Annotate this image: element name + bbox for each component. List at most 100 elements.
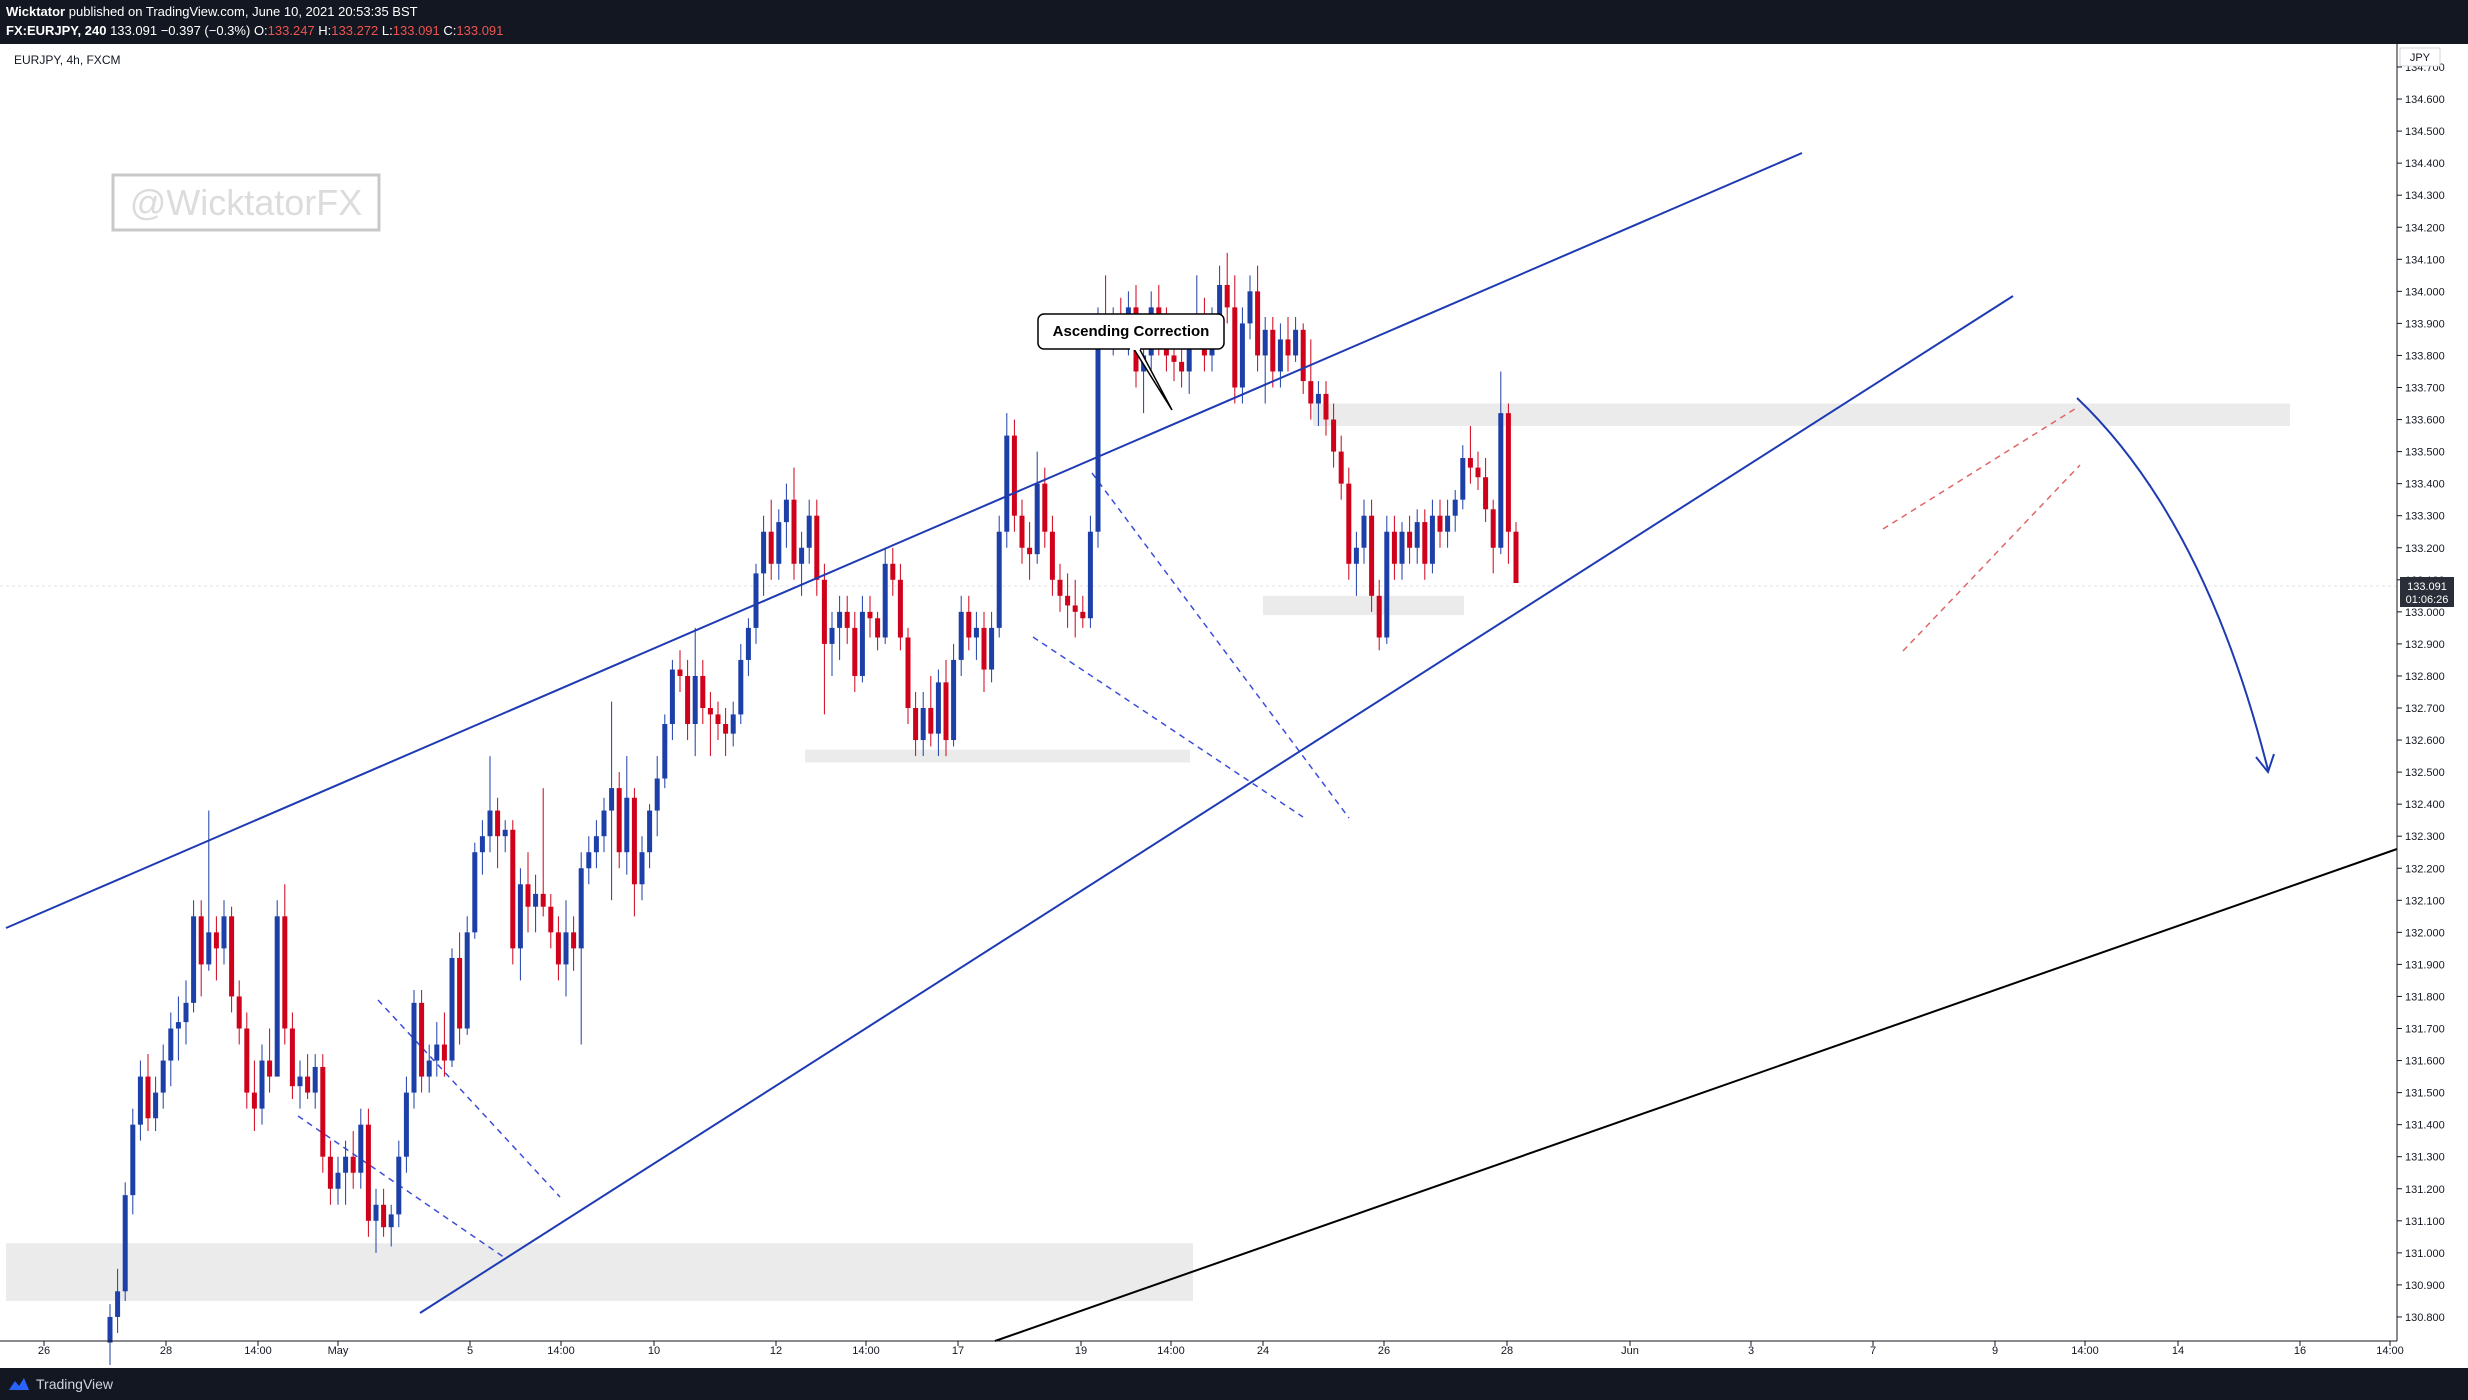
candle-body: [1338, 451, 1344, 484]
candle-body: [373, 1204, 379, 1221]
candle-body: [175, 1022, 181, 1029]
candle-body: [555, 932, 561, 965]
countdown-label: 01:06:26: [2406, 594, 2449, 606]
candle-body: [312, 1066, 318, 1093]
author-name[interactable]: Wicktator: [6, 4, 66, 19]
y-tick-label: 130.800: [2405, 1312, 2445, 1324]
candle-body: [867, 611, 873, 619]
candle-body: [647, 810, 653, 853]
candle-body: [1034, 483, 1040, 555]
candle-body: [1483, 477, 1489, 510]
candle-body: [1270, 329, 1276, 372]
candle-body: [761, 531, 767, 574]
candle-body: [563, 932, 569, 965]
candle-body: [495, 810, 501, 837]
candle-body: [1095, 323, 1101, 532]
y-tick-label: 133.200: [2405, 543, 2445, 555]
candle-body: [776, 522, 782, 564]
candle-body: [411, 1002, 417, 1093]
candle-body: [1376, 595, 1382, 638]
candle-body: [297, 1076, 303, 1087]
candle-body: [381, 1204, 387, 1228]
x-tick-label: 28: [160, 1345, 172, 1357]
y-tick-label: 130.900: [2405, 1280, 2445, 1292]
y-tick-label: 133.600: [2405, 415, 2445, 427]
candle-body: [1437, 515, 1443, 532]
y-tick-label: 131.400: [2405, 1120, 2445, 1132]
candle-body: [662, 724, 668, 779]
x-tick-label: May: [328, 1345, 349, 1357]
candle-body: [1414, 522, 1420, 548]
candle-body: [464, 932, 470, 1029]
candle-body: [951, 659, 957, 741]
candle-body: [586, 852, 592, 869]
candle-body: [1065, 595, 1071, 606]
candle-body: [973, 627, 979, 638]
x-tick-label: Jun: [1621, 1345, 1639, 1357]
candle-body: [510, 829, 516, 949]
candle-body: [799, 547, 805, 564]
tradingview-logo[interactable]: TradingView: [8, 1376, 113, 1392]
candle-body: [601, 810, 607, 837]
candle-body: [213, 932, 219, 949]
candle-body: [723, 724, 729, 734]
candle-body: [1004, 435, 1010, 532]
candle-body: [282, 916, 288, 1029]
candle-body: [403, 1092, 409, 1157]
candle-body: [700, 675, 706, 708]
candle-body: [1232, 307, 1238, 388]
candle-body: [388, 1214, 394, 1228]
candle-body: [198, 916, 204, 965]
price-zone: [805, 749, 1190, 763]
candle-body: [890, 563, 896, 580]
candle-body: [966, 611, 972, 638]
currency-label: JPY: [2410, 52, 2431, 64]
low-value: 133.091: [392, 23, 440, 38]
candle-body: [479, 836, 485, 853]
candle-body: [343, 1156, 349, 1173]
long-term-support-line: [994, 848, 2398, 1342]
y-tick-label: 133.900: [2405, 318, 2445, 330]
published-text: published on TradingView.com, June 10, 2…: [68, 4, 418, 19]
candle-body: [1490, 509, 1496, 548]
close-label: C:: [443, 23, 457, 38]
candle-body: [1315, 393, 1321, 404]
candle-body: [707, 708, 713, 715]
candle-body: [540, 893, 546, 907]
y-tick-label: 132.000: [2405, 927, 2445, 939]
y-tick-label: 131.900: [2405, 959, 2445, 971]
candle-body: [1247, 291, 1253, 324]
candle-body: [935, 682, 941, 734]
y-tick-label: 132.500: [2405, 767, 2445, 779]
candle-body: [1011, 435, 1017, 516]
candle-body: [145, 1076, 151, 1119]
candle-body: [160, 1060, 166, 1093]
candle-body: [1255, 291, 1261, 356]
candle-body: [267, 1060, 273, 1077]
price-zones: [6, 403, 2290, 1301]
tradingview-logo-icon: [9, 1378, 29, 1390]
y-tick-label: 131.800: [2405, 991, 2445, 1003]
candle-body: [654, 778, 660, 811]
candle-body: [1080, 611, 1086, 619]
last-value: 133.091: [110, 23, 158, 38]
candle-body: [1369, 515, 1375, 596]
upper-channel-line: [5, 152, 1803, 929]
y-tick-label: 133.500: [2405, 447, 2445, 459]
bear-flag-line: [1902, 464, 2081, 652]
ohlc-line: FX:EURJPY, 240 133.091 −0.397 (−0.3%) O:…: [6, 23, 503, 38]
x-tick-label: 14:00: [547, 1345, 575, 1357]
candle-body: [350, 1156, 356, 1173]
y-tick-label: 133.800: [2405, 350, 2445, 362]
candle-body: [517, 884, 523, 949]
candle-body: [837, 611, 843, 628]
y-tick-label: 133.300: [2405, 511, 2445, 523]
candle-body: [685, 675, 691, 725]
candle-body: [875, 618, 881, 638]
candle-body: [1422, 522, 1428, 564]
annotation-callout: Ascending Correction: [1037, 313, 1225, 411]
price-axis: 130.800 130.900 131.000 131.100 131.200 131.3…: [2396, 44, 2454, 1341]
candle-body: [1057, 579, 1063, 596]
candle-body: [631, 797, 637, 885]
